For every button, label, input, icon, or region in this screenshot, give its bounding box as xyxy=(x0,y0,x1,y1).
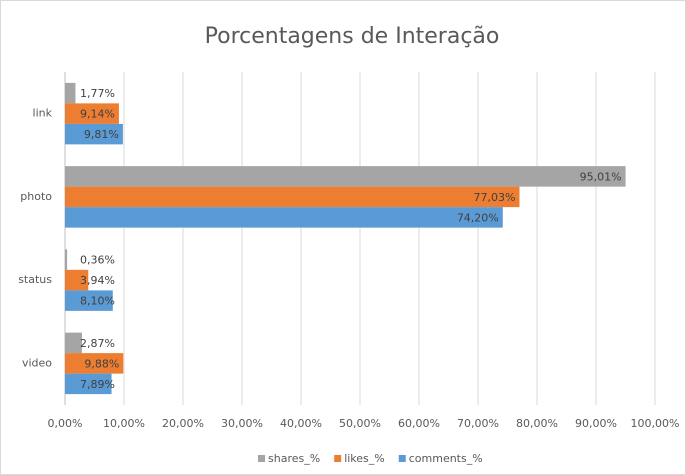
value-label: 9,14% xyxy=(80,108,115,121)
y-tick-label: status xyxy=(18,273,52,286)
legend-label: shares_% xyxy=(268,452,320,465)
bar xyxy=(65,353,124,374)
legend-label: comments_% xyxy=(409,452,483,465)
x-tick-label: 70,00% xyxy=(457,417,499,430)
bar xyxy=(65,249,68,270)
value-label: 9,88% xyxy=(84,357,119,370)
y-tick-label: video xyxy=(22,356,52,369)
value-label: 1,77% xyxy=(80,87,115,100)
value-label: 9,81% xyxy=(84,128,119,141)
value-label: 0,36% xyxy=(80,254,115,267)
bar xyxy=(65,373,112,395)
x-tick-label: 100,00% xyxy=(631,417,680,430)
bar xyxy=(65,82,76,104)
bar xyxy=(65,332,82,354)
x-tick-label: 90,00% xyxy=(575,417,617,430)
bar xyxy=(65,166,626,187)
value-label: 2,87% xyxy=(80,337,115,350)
value-label: 95,01% xyxy=(580,170,622,183)
x-tick-label: 60,00% xyxy=(398,417,440,430)
bar xyxy=(65,269,89,291)
value-label: 8,10% xyxy=(80,295,115,308)
x-tick-label: 20,00% xyxy=(162,417,204,430)
bar xyxy=(65,103,119,124)
value-label: 7,89% xyxy=(80,378,115,391)
value-label: 3,94% xyxy=(80,274,115,287)
bar xyxy=(65,186,520,208)
value-label: 77,03% xyxy=(474,191,516,204)
y-tick-label: link xyxy=(33,107,53,120)
bar xyxy=(65,123,123,145)
bar xyxy=(65,290,113,311)
value-label: 74,20% xyxy=(457,211,499,224)
x-tick-label: 30,00% xyxy=(221,417,263,430)
x-tick-label: 40,00% xyxy=(280,417,322,430)
bar xyxy=(65,207,503,228)
x-tick-label: 50,00% xyxy=(339,417,381,430)
chart-title: Porcentagens de Interação xyxy=(205,24,500,49)
legend-swatch xyxy=(334,455,342,462)
x-tick-label: 0,00% xyxy=(48,417,83,430)
x-tick-label: 80,00% xyxy=(516,417,558,430)
y-tick-label: photo xyxy=(20,190,52,203)
legend-label: likes_% xyxy=(344,452,385,465)
x-tick-label: 10,00% xyxy=(103,417,145,430)
legend-swatch xyxy=(398,455,406,462)
legend-swatch xyxy=(258,455,265,462)
